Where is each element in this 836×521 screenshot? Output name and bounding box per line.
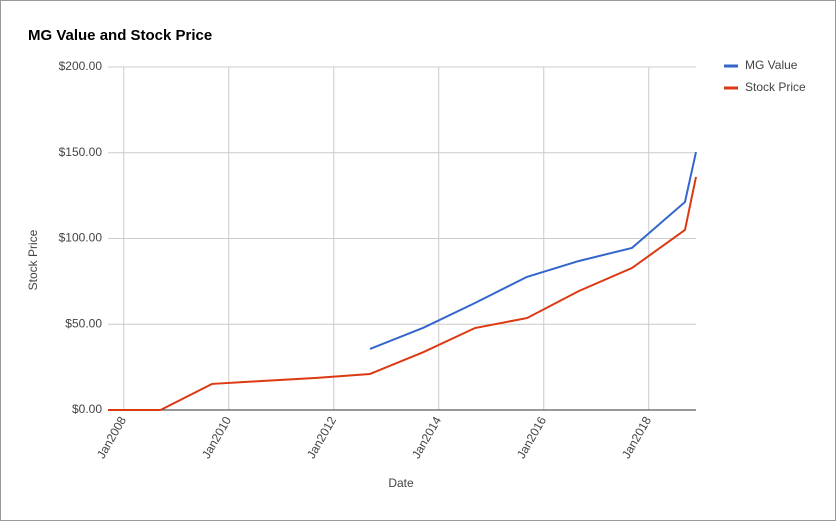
y-tick-label: $200.00 — [59, 59, 103, 73]
y-axis-title: Stock Price — [26, 229, 40, 290]
y-tick-label: $100.00 — [59, 231, 103, 245]
y-tick-label: $150.00 — [59, 145, 103, 159]
y-tick-label: $50.00 — [65, 316, 102, 330]
chart-title: MG Value and Stock Price — [28, 27, 212, 44]
series-line — [108, 176, 697, 411]
y-tick-label: $0.00 — [72, 402, 102, 416]
legend-label: Stock Price — [745, 80, 806, 94]
x-axis-title: Date — [388, 476, 414, 490]
legend-label: MG Value — [745, 58, 798, 72]
series-line — [369, 151, 697, 350]
